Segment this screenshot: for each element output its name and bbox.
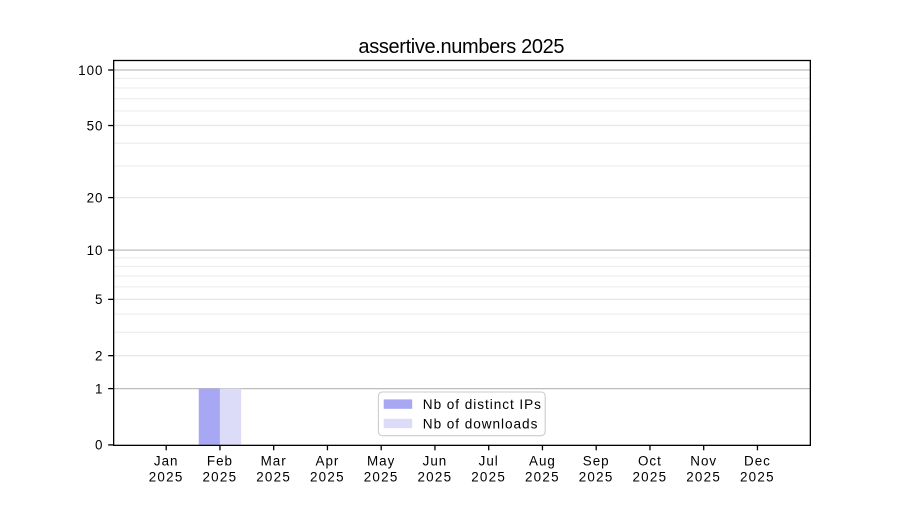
svg-text:2025: 2025: [310, 470, 345, 485]
svg-text:50: 50: [87, 118, 104, 133]
svg-text:1: 1: [95, 381, 103, 396]
svg-text:Dec: Dec: [744, 454, 771, 469]
svg-text:May: May: [367, 454, 395, 469]
svg-text:100: 100: [78, 63, 103, 78]
svg-text:2025: 2025: [632, 470, 667, 485]
svg-text:2025: 2025: [149, 470, 184, 485]
svg-text:2025: 2025: [364, 470, 399, 485]
svg-text:2025: 2025: [417, 470, 452, 485]
svg-text:10: 10: [87, 243, 104, 258]
svg-text:2025: 2025: [579, 470, 614, 485]
svg-text:Sep: Sep: [583, 454, 610, 469]
svg-text:Aug: Aug: [529, 454, 556, 469]
svg-text:Oct: Oct: [638, 454, 662, 469]
svg-text:Mar: Mar: [261, 454, 287, 469]
svg-text:Jul: Jul: [479, 454, 499, 469]
svg-text:Nb of distinct IPs: Nb of distinct IPs: [423, 397, 542, 412]
svg-text:Nov: Nov: [690, 454, 717, 469]
svg-text:2025: 2025: [686, 470, 721, 485]
svg-text:2: 2: [95, 348, 103, 363]
svg-text:Nb of downloads: Nb of downloads: [423, 417, 539, 432]
svg-text:2025: 2025: [740, 470, 775, 485]
svg-text:Feb: Feb: [207, 454, 233, 469]
svg-text:Apr: Apr: [316, 454, 340, 469]
svg-text:2025: 2025: [525, 470, 560, 485]
svg-text:Jun: Jun: [423, 454, 448, 469]
svg-text:2025: 2025: [471, 470, 506, 485]
svg-text:2025: 2025: [256, 470, 291, 485]
svg-text:2025: 2025: [202, 470, 237, 485]
svg-text:assertive.numbers 2025: assertive.numbers 2025: [358, 36, 564, 58]
svg-text:0: 0: [95, 438, 103, 453]
svg-text:20: 20: [87, 190, 104, 205]
svg-text:Jan: Jan: [154, 454, 179, 469]
svg-text:5: 5: [95, 292, 103, 307]
